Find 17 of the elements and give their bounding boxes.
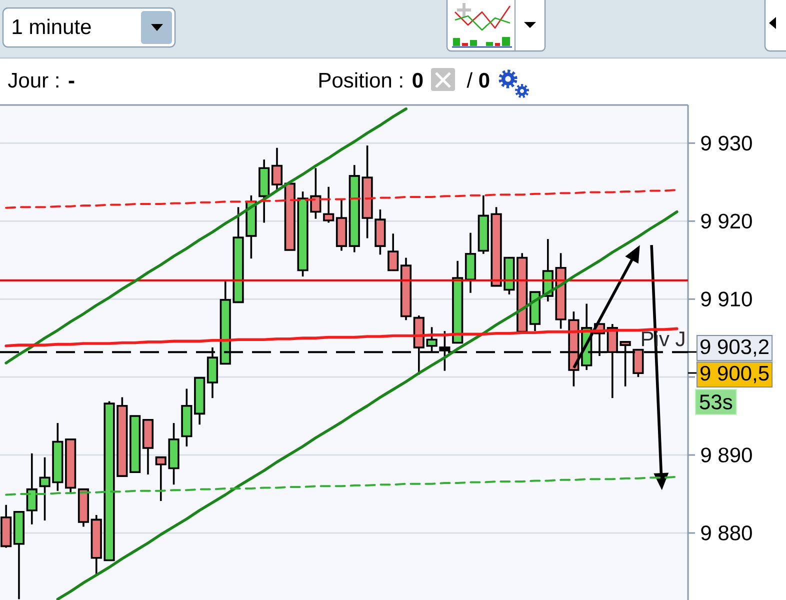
y-tick-label: 9 910 [701, 292, 752, 307]
text: Jour : - [8, 73, 74, 88]
y-tick-label: 9 920 [701, 214, 752, 229]
line-series [4, 107, 408, 364]
text: / 0 [466, 72, 490, 88]
candlestick [388, 232, 399, 272]
text: 9 900,5 [700, 366, 769, 384]
y-tick-label: 9 880 [701, 526, 752, 540]
candlestick [26, 452, 38, 526]
candlestick [271, 146, 283, 191]
text: Position : 0 [319, 72, 423, 88]
text: 53s [700, 394, 732, 410]
text: 9 903,2 [700, 339, 768, 357]
text: 1 minute [12, 18, 91, 34]
y-tick-label: 9 890 [701, 448, 752, 462]
y-tick-label: 9 930 [701, 136, 752, 151]
candlestick [323, 186, 334, 224]
